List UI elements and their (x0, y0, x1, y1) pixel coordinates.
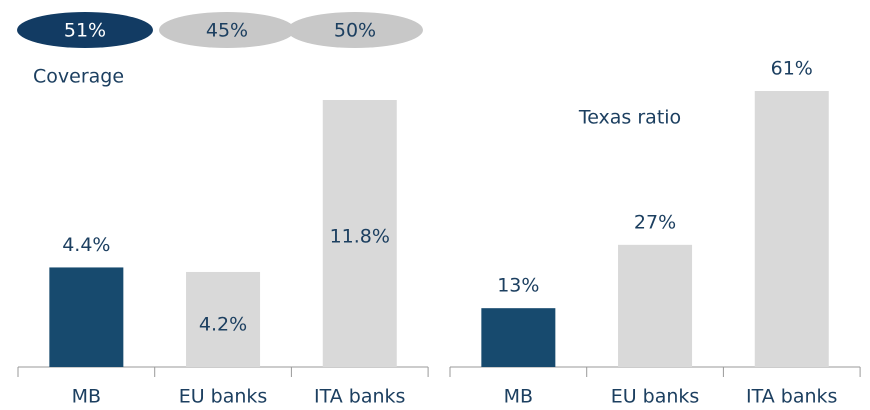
x-tick-label: MB (504, 386, 533, 408)
value-label: 27% (634, 211, 676, 233)
bar (322, 100, 397, 367)
coverage-oval (287, 12, 423, 48)
x-tick-label: ITA banks (314, 386, 405, 408)
coverage-oval (17, 12, 153, 48)
x-tick-label: EU banks (179, 386, 268, 408)
value-label: 4.4% (62, 234, 110, 256)
bar (481, 308, 556, 367)
coverage-title: Coverage (33, 66, 124, 88)
coverage-label: 51% (64, 20, 106, 42)
bar (186, 271, 261, 367)
x-tick-label: MB (72, 386, 101, 408)
x-tick-label: ITA banks (746, 386, 837, 408)
value-label: 4.2% (199, 314, 247, 336)
bar (49, 267, 124, 367)
value-label: 61% (771, 58, 813, 80)
x-tick-label: EU banks (611, 386, 700, 408)
value-label: 13% (497, 275, 539, 297)
bar (754, 91, 829, 367)
coverage-label: 45% (206, 20, 248, 42)
bar (618, 244, 693, 367)
coverage-label: 50% (334, 20, 376, 42)
coverage-oval (159, 12, 295, 48)
value-label: 11.8% (330, 226, 390, 248)
chart-title: Texas ratio (578, 107, 681, 129)
